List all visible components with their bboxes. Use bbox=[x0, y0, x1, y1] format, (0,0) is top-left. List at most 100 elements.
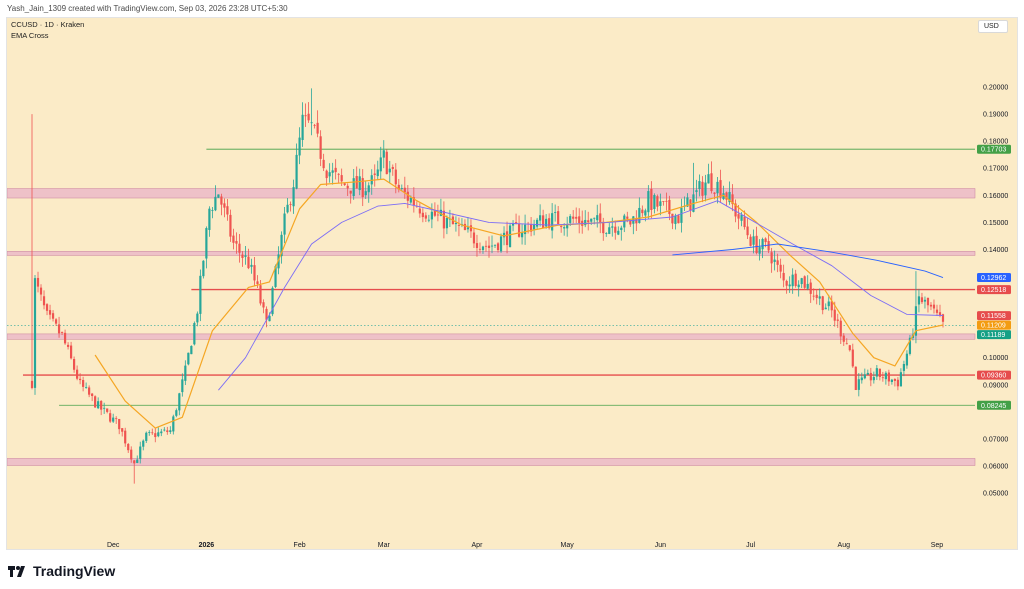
candle-body bbox=[653, 195, 656, 209]
candle bbox=[824, 303, 827, 310]
candle-body bbox=[331, 170, 334, 173]
candle-body bbox=[851, 349, 854, 367]
candle bbox=[475, 234, 479, 257]
y-tick-label: 0.09000 bbox=[983, 382, 1008, 389]
candle bbox=[307, 102, 310, 123]
candle-body bbox=[163, 429, 166, 431]
price-badge-box bbox=[977, 311, 1011, 321]
candle-body bbox=[361, 178, 364, 198]
y-tick-label: 0.20000 bbox=[983, 85, 1008, 92]
candle bbox=[884, 371, 887, 385]
candle bbox=[136, 455, 139, 464]
y-tick-label: 0.18000 bbox=[983, 139, 1008, 146]
chart-panel[interactable]: 0.20000 0.19000 0.18000 0.17000 0.16000 0.150… bbox=[6, 17, 1018, 550]
tradingview-logo[interactable]: TradingView bbox=[8, 563, 115, 579]
x-tick-label: Dec bbox=[107, 542, 120, 549]
candle bbox=[151, 428, 154, 435]
candle bbox=[584, 210, 587, 228]
candle-body bbox=[854, 366, 857, 391]
candle bbox=[115, 416, 118, 424]
candle bbox=[623, 213, 626, 233]
candle bbox=[202, 260, 205, 279]
candle bbox=[794, 269, 797, 288]
candle bbox=[710, 161, 713, 194]
candle-body bbox=[710, 173, 713, 192]
candle bbox=[728, 181, 731, 205]
currency-button[interactable]: USD bbox=[978, 20, 1008, 33]
indicator-label[interactable]: EMA Cross bbox=[11, 31, 49, 40]
candle-body bbox=[863, 374, 866, 379]
candle-body bbox=[593, 217, 596, 219]
candle bbox=[719, 169, 722, 203]
candle-body bbox=[103, 407, 106, 409]
candle-body bbox=[469, 225, 473, 232]
x-tick-label: Jul bbox=[746, 542, 755, 549]
candle-body bbox=[190, 345, 193, 355]
candle bbox=[614, 220, 617, 240]
candle bbox=[442, 201, 446, 239]
candle bbox=[226, 198, 229, 221]
price-badge-box bbox=[977, 320, 1011, 330]
candle-body bbox=[292, 187, 295, 207]
candle-body bbox=[902, 363, 906, 371]
candle bbox=[731, 184, 734, 212]
candle-body bbox=[271, 287, 274, 315]
candle bbox=[42, 290, 46, 310]
candle bbox=[776, 253, 779, 273]
candle bbox=[773, 250, 776, 271]
candle-body bbox=[938, 312, 942, 316]
candle-body bbox=[698, 181, 701, 189]
candle-body bbox=[400, 188, 403, 189]
candle bbox=[232, 228, 235, 250]
candle-body bbox=[809, 282, 812, 294]
candle-body bbox=[848, 345, 851, 351]
candle bbox=[88, 385, 91, 398]
candle bbox=[295, 143, 298, 190]
candle bbox=[265, 306, 268, 328]
candle-body bbox=[322, 159, 325, 169]
candle-body bbox=[487, 245, 491, 248]
candle bbox=[662, 201, 665, 206]
symbol-label[interactable]: CCUSD · 1D · Kraken bbox=[11, 20, 85, 29]
candle-body bbox=[899, 372, 903, 387]
candle bbox=[611, 217, 614, 237]
candle-body bbox=[57, 324, 61, 334]
candle-body bbox=[740, 215, 743, 221]
candle-body bbox=[602, 221, 605, 234]
candle-body bbox=[695, 190, 698, 192]
candle-body bbox=[815, 294, 818, 298]
candle bbox=[854, 366, 857, 391]
candle-body bbox=[313, 124, 316, 126]
candle-body bbox=[821, 296, 824, 311]
candle-body bbox=[148, 431, 151, 433]
candle-body bbox=[259, 285, 262, 304]
candle-body bbox=[445, 218, 449, 229]
candle bbox=[214, 185, 217, 212]
candle bbox=[839, 317, 842, 344]
candle bbox=[581, 210, 584, 234]
price-chart[interactable]: 0.20000 0.19000 0.18000 0.17000 0.16000 0.150… bbox=[7, 18, 1019, 551]
candle bbox=[902, 360, 906, 377]
candle-body bbox=[545, 218, 548, 227]
candle bbox=[60, 331, 64, 336]
candle-body bbox=[791, 274, 794, 287]
candle-body bbox=[584, 219, 587, 226]
candle bbox=[400, 184, 403, 192]
candle bbox=[181, 373, 184, 397]
candle bbox=[199, 269, 202, 322]
candle-body bbox=[511, 223, 515, 226]
y-tick-label: 0.10000 bbox=[983, 355, 1008, 362]
candle-body bbox=[830, 301, 833, 311]
candle bbox=[704, 174, 707, 202]
candle-body bbox=[764, 238, 767, 243]
tradingview-wordmark: TradingView bbox=[33, 563, 116, 579]
candle-body bbox=[490, 245, 494, 247]
candle bbox=[683, 196, 686, 211]
candle bbox=[109, 409, 112, 423]
candle-body bbox=[668, 199, 671, 215]
candle bbox=[517, 215, 521, 238]
candle-body bbox=[328, 172, 331, 177]
candle-body bbox=[439, 209, 442, 216]
candle-body bbox=[827, 301, 830, 307]
candle-body bbox=[457, 225, 461, 226]
